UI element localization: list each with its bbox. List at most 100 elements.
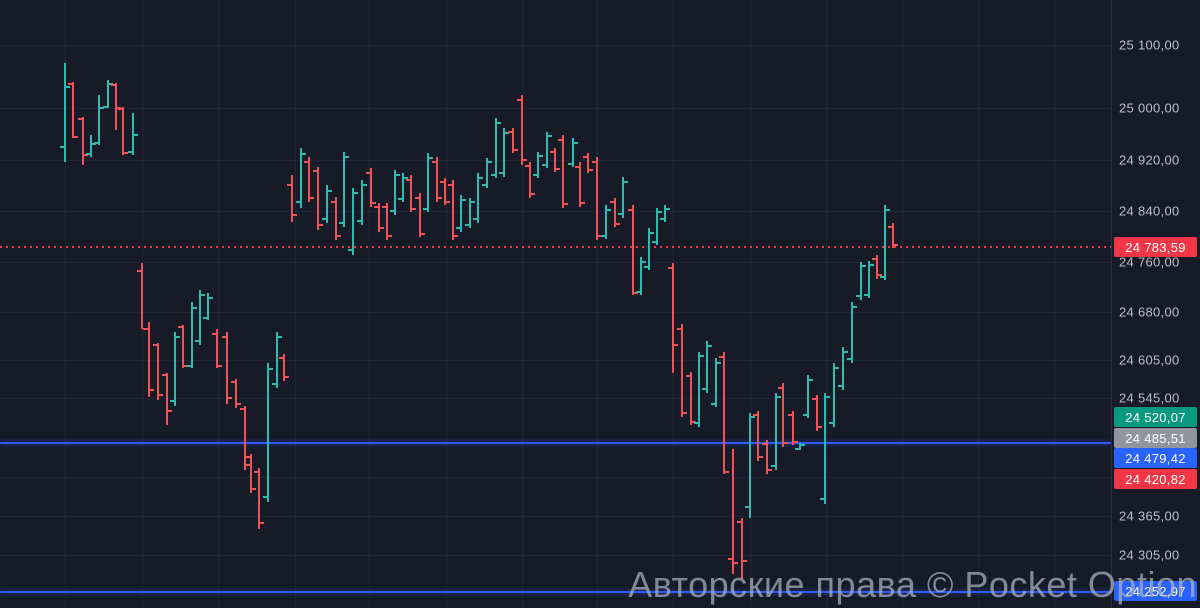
close-tick — [285, 376, 289, 378]
close-tick — [700, 355, 704, 357]
ohlc-bar — [207, 293, 209, 320]
ohlc-bar — [82, 117, 84, 165]
open-tick — [702, 388, 706, 390]
open-tick — [357, 220, 361, 222]
open-tick — [525, 165, 529, 167]
open-tick — [178, 326, 182, 328]
open-tick — [795, 448, 799, 450]
close-tick — [396, 174, 400, 176]
close-tick — [768, 469, 772, 471]
close-tick — [345, 156, 349, 158]
ohlc-bar — [90, 135, 92, 157]
ohlc-bar — [537, 152, 539, 178]
ohlc-bar — [884, 205, 886, 280]
close-tick — [193, 307, 197, 309]
close-tick — [870, 264, 874, 266]
ohlc-bar — [782, 383, 784, 447]
ohlc-bar — [614, 198, 616, 227]
open-tick — [473, 218, 477, 220]
open-tick — [231, 381, 235, 383]
ohlc-bar — [98, 95, 100, 145]
ohlc-bar — [148, 322, 150, 397]
open-tick — [558, 139, 562, 141]
open-tick — [550, 151, 554, 153]
horizontal-gridline — [0, 108, 1112, 109]
close-tick — [438, 197, 442, 199]
ohlc-bar — [512, 128, 514, 153]
open-tick — [542, 164, 546, 166]
axis-tick-label: 24 305,00 — [1119, 547, 1180, 563]
close-tick — [607, 209, 611, 211]
vertical-gridline — [369, 0, 370, 608]
open-tick — [406, 179, 410, 181]
open-tick — [677, 328, 681, 330]
close-tick — [886, 209, 890, 211]
ohlc-bar — [122, 107, 124, 155]
close-tick — [862, 265, 866, 267]
open-tick — [153, 344, 157, 346]
ohlc-bar — [554, 148, 556, 172]
support-level-line[interactable] — [0, 442, 1112, 444]
open-tick — [812, 398, 816, 400]
price-axis[interactable]: 25 100,00 25 000,00 24 920,00 24 840,00 24 7… — [1111, 0, 1200, 608]
open-tick — [144, 328, 148, 330]
vertical-gridline — [1054, 0, 1055, 608]
open-tick — [644, 266, 648, 268]
vertical-gridline — [597, 0, 598, 608]
open-tick — [279, 357, 283, 359]
ohlc-bar — [317, 167, 319, 230]
close-tick — [74, 136, 78, 138]
close-tick — [429, 157, 433, 159]
open-tick — [575, 166, 579, 168]
close-tick — [574, 142, 578, 144]
close-tick — [743, 560, 747, 562]
close-tick — [302, 153, 306, 155]
open-tick — [246, 456, 250, 458]
ohlc-bar — [824, 393, 826, 504]
ohlc-bar — [807, 375, 809, 418]
ohlc-bar — [335, 197, 337, 240]
close-tick — [666, 208, 670, 210]
price-level-label: 24 252,97 — [1114, 581, 1197, 601]
open-tick — [203, 317, 207, 319]
close-tick — [412, 208, 416, 210]
open-tick — [508, 131, 512, 133]
ohlc-bar — [300, 148, 302, 208]
close-tick — [564, 203, 568, 205]
chart-plot-area[interactable] — [0, 0, 1112, 608]
vertical-gridline — [902, 0, 903, 608]
open-tick — [440, 181, 444, 183]
close-tick — [581, 202, 585, 204]
ohlc-bar — [410, 175, 412, 212]
open-tick — [499, 172, 503, 174]
open-tick — [583, 156, 587, 158]
current-price-line[interactable] — [0, 246, 1112, 248]
open-tick — [296, 201, 300, 203]
price-level-label: 24 485,51 — [1114, 428, 1197, 448]
vertical-gridline — [750, 0, 751, 608]
close-tick — [894, 244, 898, 246]
open-tick — [60, 146, 64, 148]
ohlc-bar — [842, 347, 844, 390]
open-tick — [195, 340, 199, 342]
ohlc-bar — [107, 80, 109, 108]
ohlc-bar — [166, 373, 168, 425]
open-tick — [465, 224, 469, 226]
open-tick — [888, 226, 892, 228]
ohlc-bar — [115, 83, 117, 130]
close-tick — [269, 368, 273, 370]
close-tick — [683, 412, 687, 414]
open-tick — [432, 161, 436, 163]
vertical-gridline — [522, 0, 523, 608]
axis-tick-label: 24 760,00 — [1119, 254, 1180, 270]
ohlc-bar — [816, 395, 818, 431]
open-tick — [111, 84, 115, 86]
open-tick — [263, 496, 267, 498]
close-tick — [228, 397, 232, 399]
support-level-line[interactable] — [0, 591, 1112, 593]
ohlc-bar — [775, 393, 777, 470]
close-tick — [66, 86, 70, 88]
ohlc-bar — [640, 257, 642, 295]
close-tick — [717, 362, 721, 364]
close-tick — [293, 214, 297, 216]
